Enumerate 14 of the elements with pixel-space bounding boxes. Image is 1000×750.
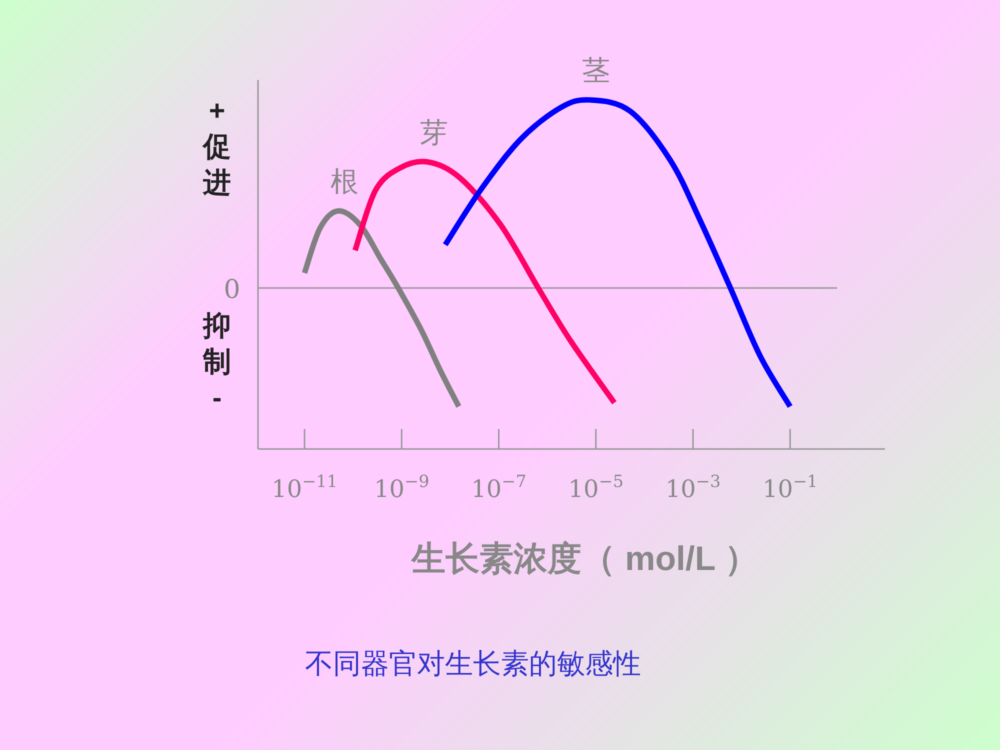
text: + 促进 — [202, 95, 231, 198]
text: 不同器官对生长素的敏感性 — [305, 648, 641, 679]
ref-line-label: 0 — [224, 275, 240, 306]
x-tick-label: 10$^{−3}$ — [665, 471, 721, 503]
series-label: 茎 — [582, 54, 610, 86]
series-label: 芽 — [420, 117, 448, 148]
x-tick-label: 10$^{−9}$ — [374, 471, 430, 503]
series-label: 根 — [330, 166, 358, 197]
x-tick-label: 10$^{−7}$ — [471, 471, 526, 503]
x-tick-label: 10$^{−5}$ — [568, 471, 624, 503]
x-tick-label: 10$^{−1}$ — [762, 471, 818, 503]
x-tick-label: 10$^{−11}$ — [272, 471, 338, 503]
text: 抑制 - — [202, 310, 231, 413]
x-axis-title: 生长素浓度（ mol/L ） — [410, 540, 758, 578]
